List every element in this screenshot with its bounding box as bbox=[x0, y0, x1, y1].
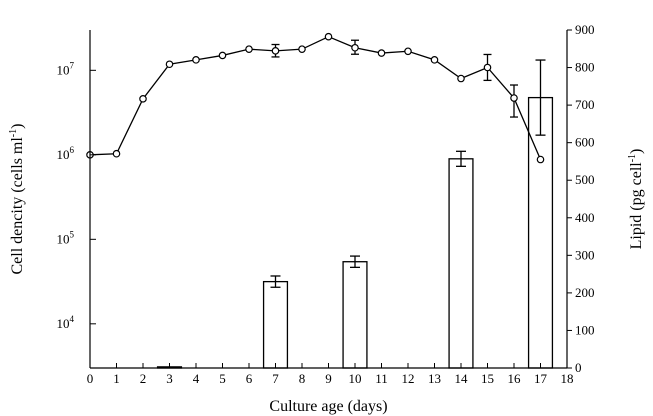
cell-density-point bbox=[351, 43, 359, 52]
lipid-bar bbox=[342, 261, 368, 369]
right-y-ticks: 0 100 200 300 400 500 600 700 800 900 bbox=[567, 22, 595, 375]
cell-density-point bbox=[404, 47, 412, 56]
x-tick-label: 8 bbox=[299, 371, 306, 386]
x-tick-label: 3 bbox=[166, 371, 173, 386]
cell-density-series bbox=[86, 32, 545, 164]
right-y-tick-label: 600 bbox=[575, 135, 595, 150]
cell-density-point bbox=[457, 74, 465, 83]
cell-density-point bbox=[483, 63, 492, 72]
right-y-axis-title: Lipid (pg cell-1) bbox=[627, 149, 645, 250]
x-tick-label: 0 bbox=[87, 371, 94, 386]
cell-density-point bbox=[165, 60, 174, 69]
left-y-tick-label: 104 bbox=[57, 314, 75, 331]
right-y-tick-label: 300 bbox=[575, 247, 595, 262]
cell-density-point bbox=[271, 47, 280, 55]
right-y-tick-label: 400 bbox=[575, 210, 595, 225]
cell-density-point bbox=[298, 45, 306, 53]
x-tick-label: 14 bbox=[455, 371, 469, 386]
right-y-tick-label: 0 bbox=[575, 360, 582, 375]
left-y-tick-label: 105 bbox=[57, 229, 75, 246]
x-tick-label: 17 bbox=[534, 371, 548, 386]
right-y-tick-label: 700 bbox=[575, 97, 595, 112]
cell-density-point bbox=[192, 56, 200, 64]
right-y-tick-label: 200 bbox=[575, 285, 595, 300]
cell-density-point bbox=[324, 32, 333, 41]
x-tick-label: 15 bbox=[481, 371, 494, 386]
axes bbox=[89, 30, 568, 369]
x-tick-label: 16 bbox=[508, 371, 522, 386]
right-y-tick-label: 100 bbox=[575, 322, 595, 337]
x-tick-label: 18 bbox=[561, 371, 574, 386]
x-axis-title: Culture age (days) bbox=[269, 398, 387, 415]
x-tick-label: 7 bbox=[272, 371, 279, 386]
x-tick-label: 12 bbox=[402, 371, 415, 386]
right-y-tick-label: 500 bbox=[575, 172, 595, 187]
cell-density-point bbox=[112, 149, 121, 158]
cell-density-point bbox=[430, 56, 439, 64]
x-tick-label: 2 bbox=[140, 371, 147, 386]
x-tick-label: 5 bbox=[219, 371, 226, 386]
x-tick-label: 4 bbox=[193, 371, 200, 386]
left-y-ticks: 104 105 106 107 bbox=[57, 60, 96, 331]
cell-density-point bbox=[139, 95, 147, 103]
x-ticks: 0 1 2 3 4 5 6 7 8 9 10 11 12 13 14 15 16 17 18 bbox=[87, 363, 574, 386]
cell-density-point bbox=[218, 51, 227, 60]
right-y-tick-label: 800 bbox=[575, 60, 595, 75]
lipid-bar bbox=[448, 158, 474, 369]
cell-density-point bbox=[536, 155, 545, 164]
cell-density-line bbox=[89, 35, 542, 160]
lipid-bar bbox=[262, 280, 289, 369]
cell-density-point bbox=[245, 45, 253, 53]
x-tick-label: 11 bbox=[375, 371, 388, 386]
x-tick-label: 13 bbox=[428, 371, 441, 386]
x-tick-label: 1 bbox=[113, 371, 120, 386]
lipid-bar bbox=[527, 96, 554, 369]
cell-density-point bbox=[377, 49, 386, 57]
right-y-tick-label: 900 bbox=[575, 22, 595, 37]
left-y-tick-label: 107 bbox=[57, 60, 75, 77]
x-tick-label: 10 bbox=[349, 371, 362, 386]
left-y-tick-label: 106 bbox=[57, 145, 75, 162]
lipid-bars bbox=[156, 59, 554, 369]
x-tick-label: 6 bbox=[246, 371, 253, 386]
x-tick-label: 9 bbox=[325, 371, 332, 386]
left-y-axis-title: Cell dencity (cells ml-1) bbox=[8, 124, 26, 275]
cell-density-point bbox=[510, 94, 518, 102]
